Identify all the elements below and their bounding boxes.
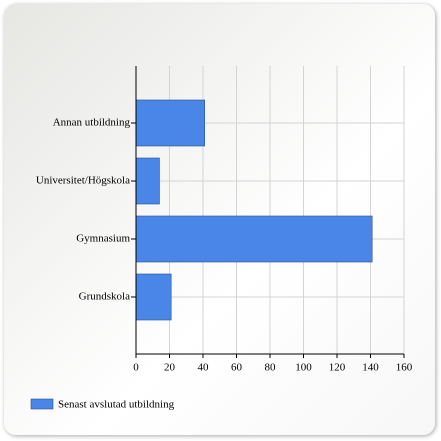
x-tick-label: 140 <box>362 362 379 374</box>
x-tick-label: 160 <box>396 362 413 374</box>
x-tick-label: 80 <box>265 362 277 374</box>
x-tick-label: 100 <box>295 362 312 374</box>
bar <box>135 157 160 205</box>
y-tick-label: Universitet/Högskola <box>36 175 130 187</box>
legend-label: Senast avslutad utbildning <box>58 399 175 411</box>
legend-swatch <box>30 398 54 410</box>
y-tick-label: Gymnasium <box>76 233 130 245</box>
bar <box>135 273 172 321</box>
y-tick-label: Grundskola <box>79 291 130 303</box>
bar <box>135 99 205 147</box>
x-tick-label: 0 <box>133 362 139 374</box>
y-tick-label: Annan utbildning <box>53 117 131 129</box>
bar <box>135 215 373 263</box>
x-tick-label: 40 <box>198 362 210 374</box>
x-tick-label: 120 <box>329 362 346 374</box>
x-tick-label: 20 <box>164 362 176 374</box>
x-tick-label: 60 <box>231 362 243 374</box>
